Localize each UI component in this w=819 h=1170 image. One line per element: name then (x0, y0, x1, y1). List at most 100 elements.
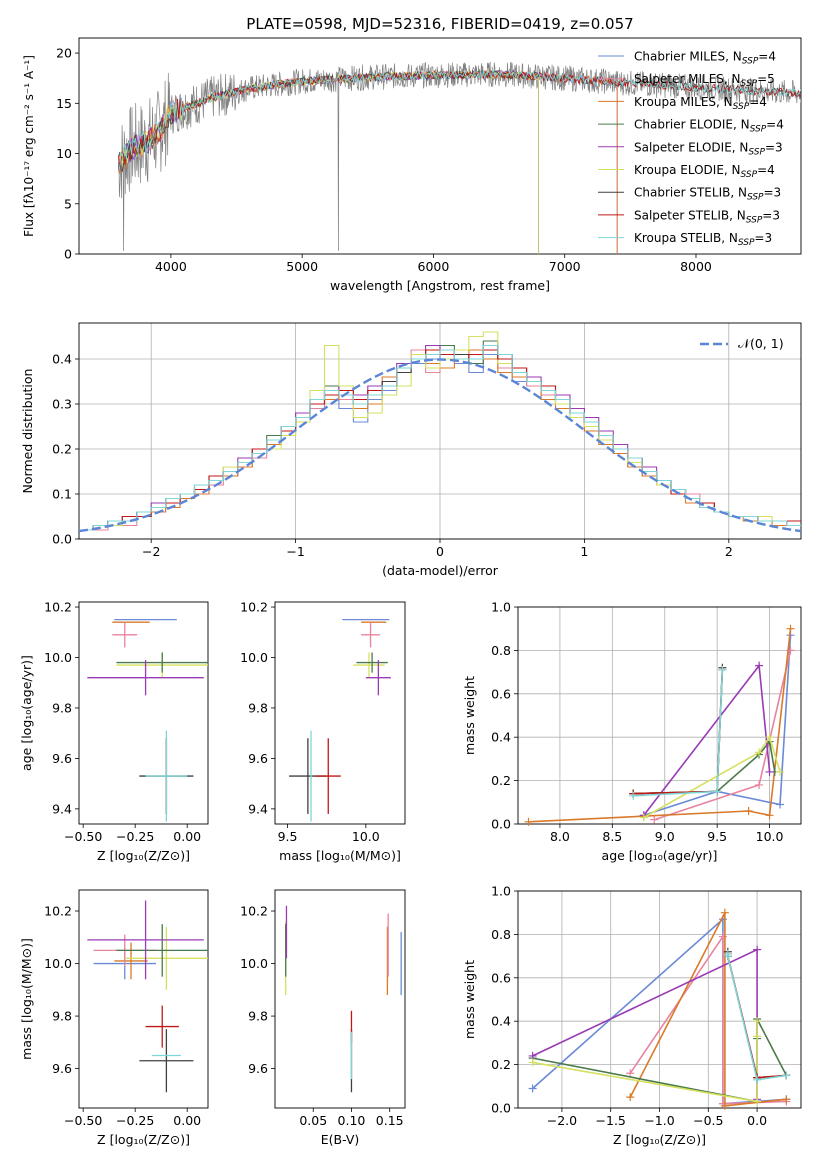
weight-marker (528, 1084, 537, 1093)
legend-name: Salpeter STELIB, N (634, 208, 746, 222)
legend-entry: Kroupa STELIB, NSSP=3 (634, 231, 772, 248)
legend-suffix: =4 (757, 163, 775, 177)
legend-entry: Chabrier MILES, NSSP=4 (634, 50, 776, 67)
weight-vs-age-panel: 8.0 8.5 9.0 9.5 10.0 0.0 0.2 0.4 0.6 0.8 1.0 age [l… (462, 600, 802, 863)
weight-marker (776, 800, 785, 809)
weight-marker (782, 1071, 791, 1080)
x-axis-label: (data-model)/error (382, 563, 499, 578)
y-tick-label: 9.8 (248, 700, 268, 715)
weight-vs-metallicity-panel: −2.0 −1.5 −1.0 −0.5 0.0 0.0 0.2 0.4 0.6 0.8 1.0 Z [… (462, 884, 802, 1147)
x-axis-label: mass [log₁₀(M/M⊙)] (279, 848, 401, 863)
x-axis-label: wavelength [Angstrom, rest frame] (330, 278, 550, 293)
y-tick-label: 1.0 (491, 600, 511, 615)
y-tick-label: 9.6 (248, 1061, 268, 1076)
y-tick-label: 0.2 (52, 442, 72, 457)
y-tick-label: 0.0 (52, 532, 72, 547)
x-axis-label: age [log₁₀(age/yr)] (602, 848, 718, 863)
legend-name: Kroupa ELODIE, N (634, 163, 741, 177)
y-tick-label: 0.4 (491, 730, 511, 745)
legend-entry: Chabrier STELIB, NSSP=3 (634, 186, 781, 203)
weight-marker (755, 661, 764, 670)
axes-frame (78, 889, 209, 1109)
legend-entry: Chabrier ELODIE, NSSP=4 (634, 118, 784, 135)
x-tick-label: −0.50 (64, 1113, 102, 1128)
legend-entry: Salpeter ELODIE, NSSP=3 (634, 140, 783, 157)
y-tick-label: 0.8 (491, 927, 511, 942)
axes-frame (517, 890, 802, 1109)
x-tick-label: −0.5 (693, 1113, 723, 1128)
x-tick-label: −2.0 (547, 1113, 577, 1128)
weight-marker (755, 748, 764, 757)
age-vs-metallicity-panel: −0.50 −0.25 0.00 9.4 9.6 9.8 10.0 10.2 Z [log₁₀(… (19, 600, 209, 863)
weight-series-line (643, 635, 792, 817)
legend-subscript: SSP (733, 102, 750, 112)
model-fit-line (118, 69, 801, 166)
weight-marker (723, 952, 732, 961)
weight-marker (753, 945, 762, 954)
y-tick-label: 10.0 (44, 650, 72, 665)
x-tick-label: 9.0 (655, 829, 675, 844)
x-axis-label: Z [log₁₀(Z/Z⊙)] (613, 1132, 706, 1147)
weight-marker (753, 1032, 762, 1041)
x-tick-label: 9.5 (278, 829, 298, 844)
y-tick-label: 10.2 (240, 600, 268, 615)
x-tick-label: 4000 (155, 259, 187, 274)
observed-spectrum-line (118, 61, 801, 252)
y-tick-label: 0.0 (491, 1101, 511, 1116)
x-tick-label: 0.15 (376, 1113, 404, 1128)
legend-entry: Salpeter STELIB, NSSP=3 (634, 208, 780, 225)
y-axis-label: mass weight (462, 676, 477, 755)
legend-suffix: =5 (757, 72, 775, 86)
y-tick-label: 10 (56, 146, 72, 161)
legend-name: Chabrier STELIB, N (634, 186, 747, 200)
legend-suffix: =3 (754, 231, 772, 245)
x-tick-label: −0.25 (116, 829, 154, 844)
legend-subscript: SSP (747, 193, 764, 203)
weight-series-line (629, 912, 787, 1107)
weight-marker (626, 1069, 635, 1078)
gaussian-reference-curve (78, 358, 802, 533)
mass-vs-metallicity-panel: −0.50 −0.25 0.00 9.6 9.8 10.0 10.2 Z [log₁₀(Z/Z… (19, 889, 209, 1147)
y-tick-label: 0.8 (491, 643, 511, 658)
weight-marker (744, 806, 753, 815)
legend-name: Chabrier MILES, N (634, 50, 742, 64)
y-tick-label: 9.8 (248, 1009, 268, 1024)
y-tick-label: 0.6 (491, 686, 511, 701)
x-tick-label: 0.00 (173, 1113, 201, 1128)
y-tick-label: 10.2 (240, 904, 268, 919)
weight-marker (524, 817, 533, 826)
y-tick-label: 10.0 (44, 956, 72, 971)
weight-marker (528, 1058, 537, 1067)
model-fit-line (118, 69, 801, 170)
x-tick-label: 1 (580, 544, 588, 559)
axes-frame (274, 889, 406, 1109)
weight-marker (753, 1097, 762, 1106)
weight-series-line (532, 1021, 758, 1103)
legend-suffix: =3 (764, 186, 782, 200)
y-tick-label: 1.0 (491, 884, 511, 899)
weight-marker (753, 1075, 762, 1084)
x-tick-label: −1 (286, 544, 304, 559)
weight-marker (626, 1093, 635, 1102)
legend-suffix: =4 (766, 118, 784, 132)
weight-series-line (528, 628, 792, 823)
legend-name: Salpeter MILES, N (634, 72, 741, 86)
x-tick-label: 2 (725, 544, 733, 559)
weight-marker (765, 811, 774, 820)
legend-name: Chabrier ELODIE, N (634, 118, 750, 132)
legend-subscript: SSP (741, 79, 758, 89)
weight-marker (718, 665, 727, 674)
legend-subscript: SSP (741, 170, 758, 180)
x-tick-label: −2 (142, 544, 160, 559)
weight-marker (765, 767, 774, 776)
legend-entry: 𝒩(0, 1) (738, 336, 784, 351)
y-tick-label: 9.4 (248, 801, 268, 816)
y-tick-label: 0.3 (52, 397, 72, 412)
x-tick-label: 0.00 (173, 829, 201, 844)
x-axis-label: E(B-V) (321, 1132, 360, 1147)
x-tick-label: 5000 (286, 259, 318, 274)
legend-subscript: SSP (742, 57, 759, 67)
x-tick-label: 8000 (680, 259, 712, 274)
legend-name: Kroupa MILES, N (634, 95, 733, 109)
